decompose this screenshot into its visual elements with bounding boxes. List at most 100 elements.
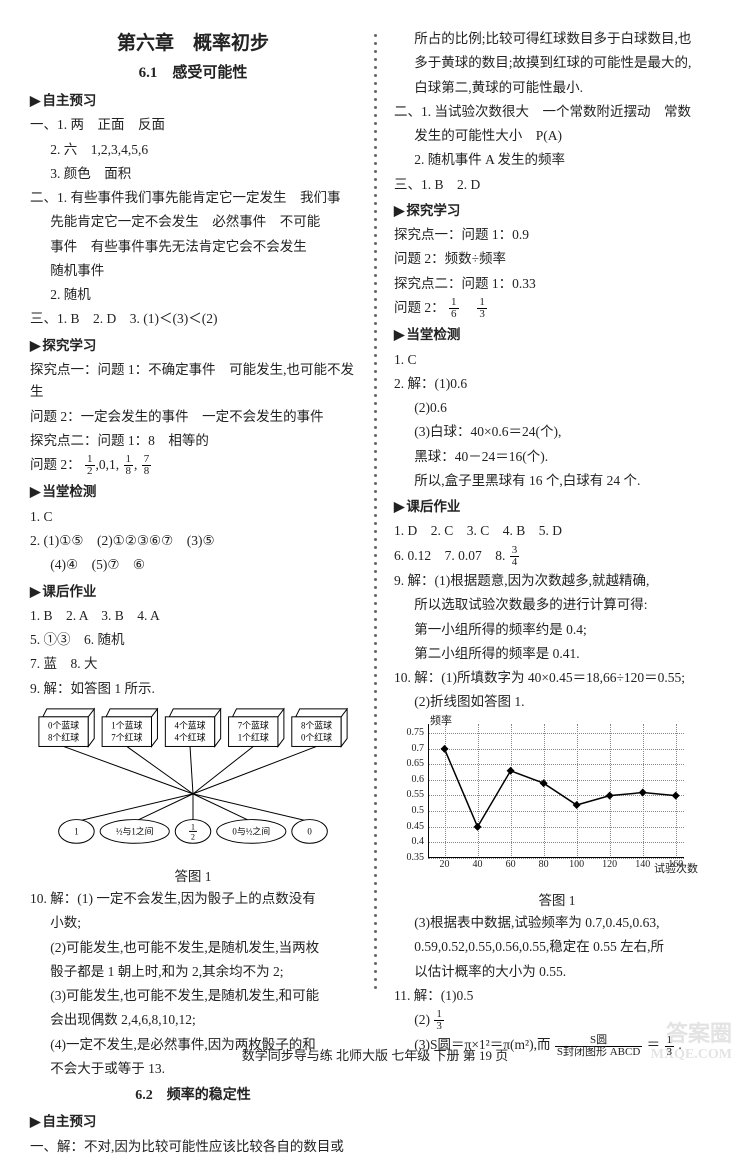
fraction: 78 <box>142 454 152 477</box>
svg-text:7个红球: 7个红球 <box>111 731 142 742</box>
text: 发生的可能性大小 P(A) <box>394 125 720 147</box>
text: (4)④ (5)⑦ ⑥ <box>30 554 356 576</box>
text: (2)可能发生,也可能不发生,是随机发生,当两枚 <box>30 937 356 959</box>
text: 11. 解：(1)0.5 <box>394 985 720 1007</box>
svg-text:½与1之间: ½与1之间 <box>116 825 154 836</box>
svg-text:8个蓝球: 8个蓝球 <box>301 720 332 731</box>
svg-text:2: 2 <box>191 832 195 841</box>
text: 5. ①③ 6. 随机 <box>30 629 356 651</box>
text: (3)白球：40×0.6＝24(个), <box>394 421 720 443</box>
text: 2. (1)①⑤ (2)①②③⑥⑦ (3)⑤ <box>30 530 356 552</box>
page-columns: 第六章 概率初步 6.1 感受可能性 自主预习 一、1. 两 正面 反面 2. … <box>30 28 720 1160</box>
text: 以估计概率的大小为 0.55. <box>394 961 720 983</box>
fraction: 18 <box>124 454 134 477</box>
heading-explore: 探究学习 <box>30 335 356 357</box>
chart-caption: 答图 1 <box>394 890 720 912</box>
page-footer: 数学同步导与练 北师大版 七年级 下册 第 19 页 <box>0 1045 750 1066</box>
svg-text:1个蓝球: 1个蓝球 <box>111 720 142 731</box>
text: 二、1. 当试验次数很大 一个常数附近摆动 常数 <box>394 101 720 123</box>
watermark-line1: 答案圈 <box>651 1022 732 1046</box>
svg-text:4个蓝球: 4个蓝球 <box>175 720 206 731</box>
text: 随机事件 <box>30 260 356 282</box>
fraction: 34 <box>510 545 520 568</box>
label: 6. 0.12 7. 0.07 8. <box>394 548 509 563</box>
text: 问题 2：一定会发生的事件 一定不会发生的事件 <box>30 406 356 428</box>
watermark: 答案圈 MXQE.COM <box>651 1022 732 1062</box>
heading-explore: 探究学习 <box>394 200 720 222</box>
heading-preview: 自主预习 <box>30 1111 356 1133</box>
text: 10. 解：(1) 一定不会发生,因为骰子上的点数没有 <box>30 888 356 910</box>
text: 探究点一：问题 1：0.9 <box>394 224 720 246</box>
text: 所占的比例;比较可得红球数目多于白球数目,也 <box>394 28 720 50</box>
text: (2)折线图如答图 1. <box>394 691 720 713</box>
text: 三、1. B 2. D 3. (1)＜(3)＜(2) <box>30 308 356 330</box>
text: 一、1. 两 正面 反面 <box>30 114 356 136</box>
heading-preview: 自主预习 <box>30 90 356 112</box>
text: 第一小组所得的频率约是 0.4; <box>394 619 720 641</box>
text: 1. C <box>30 506 356 528</box>
text: 9. 解：(1)根据题意,因为次数越多,就越精确, <box>394 570 720 592</box>
text: (3)根据表中数据,试验频率为 0.7,0.45,0.63, <box>394 912 720 934</box>
text: 9. 解：如答图 1 所示. <box>30 678 356 700</box>
label: 问题 2： <box>30 457 81 472</box>
chapter-title: 第六章 概率初步 <box>30 28 356 59</box>
chart-svg <box>428 724 684 858</box>
text: 探究点一：问题 1：不确定事件 可能发生,也可能不发生 <box>30 359 356 404</box>
svg-text:0与½之间: 0与½之间 <box>232 825 270 836</box>
heading-check: 当堂检测 <box>30 481 356 503</box>
heading-homework: 课后作业 <box>394 496 720 518</box>
fraction: 12 <box>85 454 95 477</box>
text: 1. C <box>394 349 720 371</box>
text: 探究点二：问题 1：8 相等的 <box>30 430 356 452</box>
text: 所以,盒子里黑球有 16 个,白球有 24 个. <box>394 470 720 492</box>
text: 2. 解：(1)0.6 <box>394 373 720 395</box>
text: 10. 解：(1)所填数字为 40×0.45＝18,66÷120＝0.55; <box>394 667 720 689</box>
text: 3. 颜色 面积 <box>30 163 356 185</box>
text: 2. 六 1,2,3,4,5,6 <box>30 139 356 161</box>
svg-text:1: 1 <box>191 822 195 831</box>
text: 黑球：40－24＝16(个). <box>394 446 720 468</box>
text: 1. B 2. A 3. B 4. A <box>30 605 356 627</box>
svg-text:8个红球: 8个红球 <box>48 731 79 742</box>
text: 问题 2：频数÷频率 <box>394 248 720 270</box>
text: 一、解：不对,因为比较可能性应该比较各自的数目或 <box>30 1136 356 1158</box>
svg-text:4个红球: 4个红球 <box>175 731 206 742</box>
label: (2) <box>414 1012 430 1027</box>
fraction: 13 <box>434 1009 444 1032</box>
heading-homework: 课后作业 <box>30 581 356 603</box>
text: 会出现偶数 2,4,6,8,10,12; <box>30 1009 356 1031</box>
frequency-chart: 频率 试验次数 0.750.70.650.60.550.50.450.40.35… <box>394 718 720 912</box>
diagram-probability-boxes: 0个蓝球8个红球1个蓝球7个红球4个蓝球4个红球7个蓝球1个红球8个蓝球0个红球… <box>30 704 356 864</box>
svg-text:0: 0 <box>307 826 312 836</box>
text: 二、1. 有些事件我们事先能肯定它一定发生 我们事 <box>30 187 356 209</box>
section-6-2-title: 6.2 频率的稳定性 <box>30 1084 356 1107</box>
text: 探究点二：问题 1：0.33 <box>394 273 720 295</box>
text: 多于黄球的数目;故摸到红球的可能性是最大的, <box>394 52 720 74</box>
text: 小数; <box>30 912 356 934</box>
chart-plotarea <box>428 724 684 858</box>
text: 问题 2： 16 13 <box>394 297 720 320</box>
text: 2. 随机事件 A 发生的频率 <box>394 149 720 171</box>
right-column: 所占的比例;比较可得红球数目多于白球数目,也 多于黄球的数目;故摸到红球的可能性… <box>394 28 720 1160</box>
text: 7. 蓝 8. 大 <box>30 653 356 675</box>
text: 第二小组所得的频率是 0.41. <box>394 643 720 665</box>
text: 先能肯定它一定不会发生 必然事件 不可能 <box>30 211 356 233</box>
text: 0.59,0.52,0.55,0.56,0.55,稳定在 0.55 左右,所 <box>394 936 720 958</box>
chart-area: 频率 试验次数 0.750.70.650.60.550.50.450.40.35… <box>394 718 694 888</box>
label: 问题 2： <box>394 300 445 315</box>
section-6-1-title: 6.1 感受可能性 <box>30 61 356 86</box>
watermark-line2: MXQE.COM <box>651 1047 732 1062</box>
text: 三、1. B 2. D <box>394 174 720 196</box>
svg-text:1: 1 <box>74 826 78 836</box>
text: (3)可能发生,也可能不发生,是随机发生,和可能 <box>30 985 356 1007</box>
text: 问题 2： 12,0,1, 18, 78 <box>30 454 356 477</box>
text: 6. 0.12 7. 0.07 8. 34 <box>394 545 720 568</box>
text: 事件 有些事件事先无法肯定它会不会发生 <box>30 236 356 258</box>
svg-text:1个红球: 1个红球 <box>238 731 269 742</box>
diagram-caption: 答图 1 <box>30 866 356 888</box>
left-column: 第六章 概率初步 6.1 感受可能性 自主预习 一、1. 两 正面 反面 2. … <box>30 28 356 1160</box>
svg-text:7个蓝球: 7个蓝球 <box>238 720 269 731</box>
svg-text:0个蓝球: 0个蓝球 <box>48 720 79 731</box>
text: (2)0.6 <box>394 397 720 419</box>
text: 所以选取试验次数最多的进行计算可得: <box>394 594 720 616</box>
